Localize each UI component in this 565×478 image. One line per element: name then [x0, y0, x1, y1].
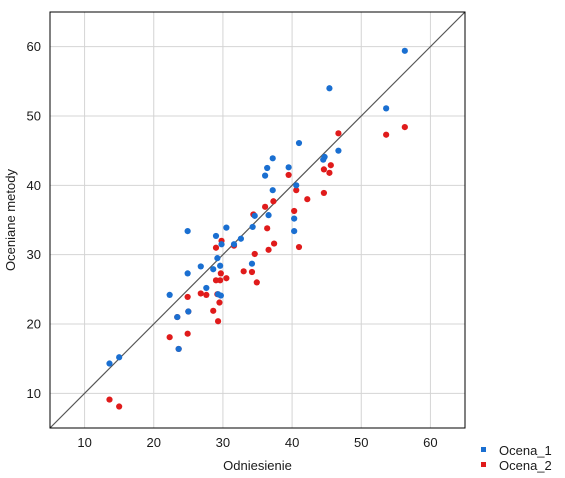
x-tick-label: 60: [423, 435, 437, 450]
legend-label-ocena-2: Ocena_2: [499, 458, 552, 473]
point-ocena-2: [223, 275, 230, 282]
point-ocena-1: [175, 345, 182, 353]
point-ocena-2: [265, 246, 272, 253]
point-ocena-2: [217, 277, 224, 284]
point-ocena-1: [217, 262, 224, 269]
point-ocena-1: [291, 215, 298, 222]
point-ocena-1: [248, 260, 256, 267]
x-tick-label: 10: [77, 435, 91, 450]
point-ocena-1: [285, 164, 292, 171]
y-tick-label: 30: [27, 247, 41, 262]
point-ocena-2: [216, 299, 223, 306]
point-ocena-2: [335, 130, 342, 137]
y-tick-label: 50: [27, 109, 41, 124]
point-ocena-2: [166, 334, 173, 341]
x-tick-label: 40: [285, 435, 299, 450]
point-ocena-1: [269, 187, 276, 194]
plot-frame: [49, 11, 466, 429]
point-ocena-1: [210, 266, 217, 273]
point-ocena-2: [320, 166, 327, 173]
point-ocena-1: [269, 155, 276, 162]
point-ocena-2: [253, 279, 260, 286]
point-ocena-1: [262, 172, 269, 179]
x-axis-title: Odniesienie: [223, 458, 292, 473]
point-ocena-2: [248, 268, 256, 276]
tick-labels: 10 20 30 40 50 60 10 20 30 40 50 60: [27, 39, 438, 450]
point-ocena-1: [383, 105, 390, 112]
point-ocena-2: [262, 203, 269, 210]
point-ocena-2: [116, 403, 123, 410]
point-ocena-1: [197, 263, 204, 270]
point-ocena-2: [320, 189, 327, 197]
point-ocena-2: [295, 243, 303, 251]
point-ocena-2: [270, 198, 277, 205]
point-ocena-1: [106, 360, 113, 367]
point-ocena-1: [223, 224, 230, 231]
point-ocena-2: [293, 187, 300, 194]
data-points: [106, 47, 408, 410]
point-ocena-1: [251, 212, 258, 219]
point-ocena-2: [291, 207, 298, 215]
point-ocena-2: [240, 268, 247, 275]
point-ocena-2: [285, 171, 292, 179]
legend-marker-ocena-1: [481, 447, 486, 452]
point-ocena-2: [184, 293, 191, 301]
point-ocena-2: [383, 131, 390, 138]
point-ocena-2: [210, 307, 217, 314]
point-ocena-1: [291, 227, 298, 235]
point-ocena-1: [326, 85, 333, 92]
point-ocena-1: [335, 147, 342, 154]
point-ocena-1: [264, 164, 271, 172]
x-tick-label: 30: [216, 435, 230, 450]
point-ocena-1: [230, 241, 238, 248]
point-ocena-1: [401, 47, 408, 54]
point-ocena-1: [184, 270, 191, 277]
point-ocena-2: [401, 123, 408, 131]
point-ocena-1: [185, 308, 192, 315]
point-ocena-2: [264, 225, 271, 232]
point-ocena-2: [184, 330, 191, 337]
point-ocena-2: [251, 250, 258, 258]
point-ocena-1: [217, 292, 224, 299]
y-tick-label: 10: [27, 386, 41, 401]
point-ocena-2: [217, 270, 224, 277]
y-tick-label: 20: [27, 317, 41, 332]
point-ocena-2: [212, 244, 220, 251]
y-tick-label: 40: [27, 178, 41, 193]
point-ocena-2: [271, 240, 278, 247]
legend-marker-ocena-2: [481, 462, 486, 467]
point-ocena-1: [218, 241, 225, 248]
point-ocena-1: [174, 313, 181, 321]
point-ocena-1: [321, 153, 328, 161]
point-ocena-1: [265, 212, 272, 219]
point-ocena-1: [166, 291, 173, 298]
legend-label-ocena-1: Ocena_1: [499, 443, 552, 458]
point-ocena-2: [106, 396, 113, 403]
point-ocena-1: [184, 227, 191, 235]
point-ocena-1: [293, 182, 300, 189]
point-ocena-2: [214, 318, 222, 325]
point-ocena-2: [327, 162, 334, 169]
point-ocena-1: [203, 284, 210, 292]
y-axis-title: Oceniane metody: [3, 169, 18, 271]
point-ocena-1: [214, 255, 221, 262]
point-ocena-2: [203, 291, 210, 298]
y-tick-label: 60: [27, 39, 41, 54]
reference-line-y-equals-x: [49, 11, 466, 429]
point-ocena-1: [237, 235, 244, 242]
point-ocena-1: [295, 139, 303, 147]
point-ocena-1: [116, 354, 123, 361]
point-ocena-1: [212, 232, 220, 240]
point-ocena-1: [249, 223, 256, 231]
point-ocena-2: [326, 169, 333, 176]
point-ocena-2: [197, 290, 204, 297]
x-tick-label: 20: [147, 435, 161, 450]
x-tick-label: 50: [354, 435, 368, 450]
point-ocena-2: [304, 196, 311, 203]
